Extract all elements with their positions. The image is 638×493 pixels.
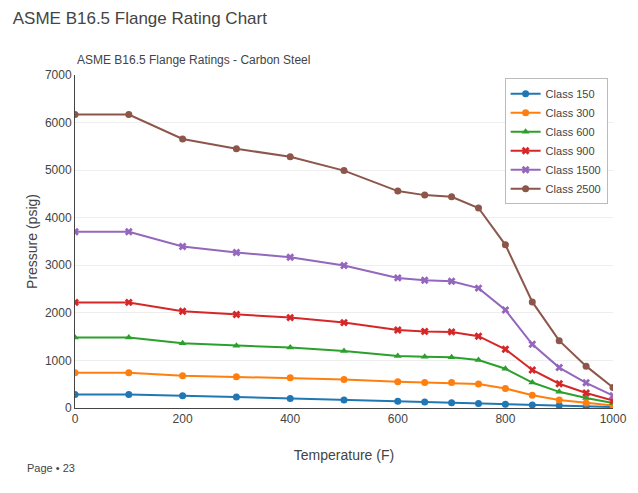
svg-text:Class 150: Class 150 [546, 88, 595, 100]
svg-text:1000: 1000 [600, 412, 627, 426]
svg-text:7000: 7000 [45, 68, 72, 82]
svg-text:ASME B16.5 Flange Ratings - Ca: ASME B16.5 Flange Ratings - Carbon Steel [77, 53, 310, 67]
svg-text:0: 0 [72, 412, 79, 426]
svg-text:Page • 23: Page • 23 [27, 462, 75, 474]
svg-text:Class 2500: Class 2500 [546, 183, 601, 195]
svg-text:Class 300: Class 300 [546, 107, 595, 119]
svg-text:800: 800 [495, 412, 515, 426]
svg-text:ASME B16.5 Flange Rating Chart: ASME B16.5 Flange Rating Chart [13, 9, 267, 28]
svg-text:Class 600: Class 600 [546, 126, 595, 138]
svg-text:6000: 6000 [45, 116, 72, 130]
svg-text:Class 900: Class 900 [546, 145, 595, 157]
svg-text:Pressure (psig): Pressure (psig) [24, 194, 40, 289]
svg-text:Class 1500: Class 1500 [546, 164, 601, 176]
svg-text:3000: 3000 [45, 258, 72, 272]
svg-text:1000: 1000 [45, 354, 72, 368]
svg-text:Temperature (F): Temperature (F) [294, 447, 394, 463]
svg-text:5000: 5000 [45, 163, 72, 177]
svg-text:600: 600 [388, 412, 408, 426]
svg-text:4000: 4000 [45, 211, 72, 225]
svg-text:0: 0 [65, 401, 72, 415]
svg-text:400: 400 [280, 412, 300, 426]
svg-text:2000: 2000 [45, 306, 72, 320]
svg-text:200: 200 [173, 412, 193, 426]
